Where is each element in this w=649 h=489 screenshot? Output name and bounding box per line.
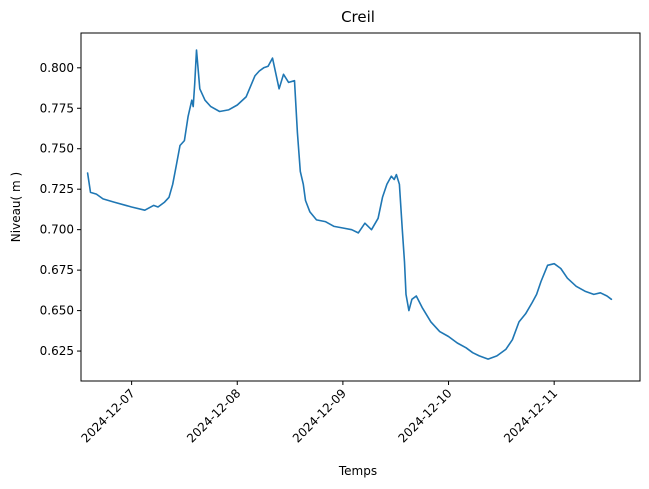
plot-frame [80,32,641,382]
y-tick-label: 0.750 [40,142,74,156]
series-line-0 [86,49,613,360]
y-axis: 0.625 0.650 0.675 0.700 0.725 0.750 0.775 0.800 [40,61,81,358]
x-tick-label: 2024-12-08 [184,386,243,445]
y-tick-label: 0.725 [40,182,74,196]
y-axis-label: Niveau( m ) [9,172,23,242]
plot-area [86,49,613,360]
y-tick-label: 0.775 [40,101,74,115]
x-axis: 2024-12-07 2024-12-08 2024-12-09 2024-12-10… [79,381,560,445]
y-tick-label: 0.625 [40,344,74,358]
y-tick-label: 0.675 [40,263,74,277]
x-tick-label: 2024-12-07 [79,386,138,445]
x-tick-label: 2024-12-11 [501,386,560,445]
x-axis-label: Temps [338,464,377,478]
x-tick-label: 2024-12-10 [395,386,454,445]
y-tick-label: 0.800 [40,61,74,75]
y-tick-label: 0.650 [40,304,74,318]
y-tick-label: 0.700 [40,223,74,237]
x-tick-label: 2024-12-09 [290,386,349,445]
chart-title: Creil [341,8,375,26]
